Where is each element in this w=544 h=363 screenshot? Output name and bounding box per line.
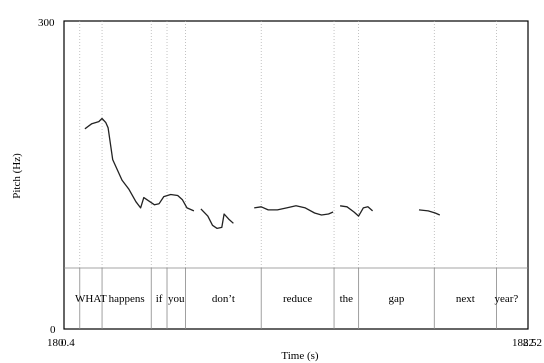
axis-ticks: 300 0 180 0.4 182 82 52 (38, 17, 542, 349)
y-axis-label: Pitch (Hz) (11, 153, 23, 199)
pitch-segment (254, 205, 334, 216)
pitch-segment (418, 209, 441, 216)
x-tick-right-b: 82 (523, 337, 534, 349)
pitch-segment (84, 117, 195, 212)
x-tick-left-a: 180 (47, 337, 64, 349)
word-label: next (456, 293, 475, 305)
plot-border (63, 20, 529, 330)
x-tick-left-b: 0.4 (61, 337, 75, 349)
word-label: you (168, 293, 185, 305)
y-tick-max: 300 (38, 17, 55, 29)
word-label: if (156, 293, 163, 305)
x-tick-right-a: 182 (512, 337, 529, 349)
word-label: the (340, 293, 354, 305)
plot-frame (63, 20, 529, 330)
word-label: happens (109, 293, 145, 305)
pitch-segment (200, 208, 234, 230)
x-axis-label: Time (s) (281, 350, 319, 362)
word-tier: WHAT happens if you don’t reduce the gap next yea… (75, 293, 518, 305)
word-label: reduce (283, 293, 312, 305)
word-boundary-grid (79, 21, 497, 329)
y-tick-min: 0 (50, 324, 56, 336)
word-label: year? (494, 293, 518, 305)
x-tick-right-c: 52 (531, 337, 542, 349)
pitch-contour (84, 117, 441, 230)
pitch-segment (340, 205, 374, 217)
word-label: don’t (212, 293, 235, 305)
word-label: gap (389, 293, 405, 305)
word-label: WHAT (75, 293, 107, 305)
